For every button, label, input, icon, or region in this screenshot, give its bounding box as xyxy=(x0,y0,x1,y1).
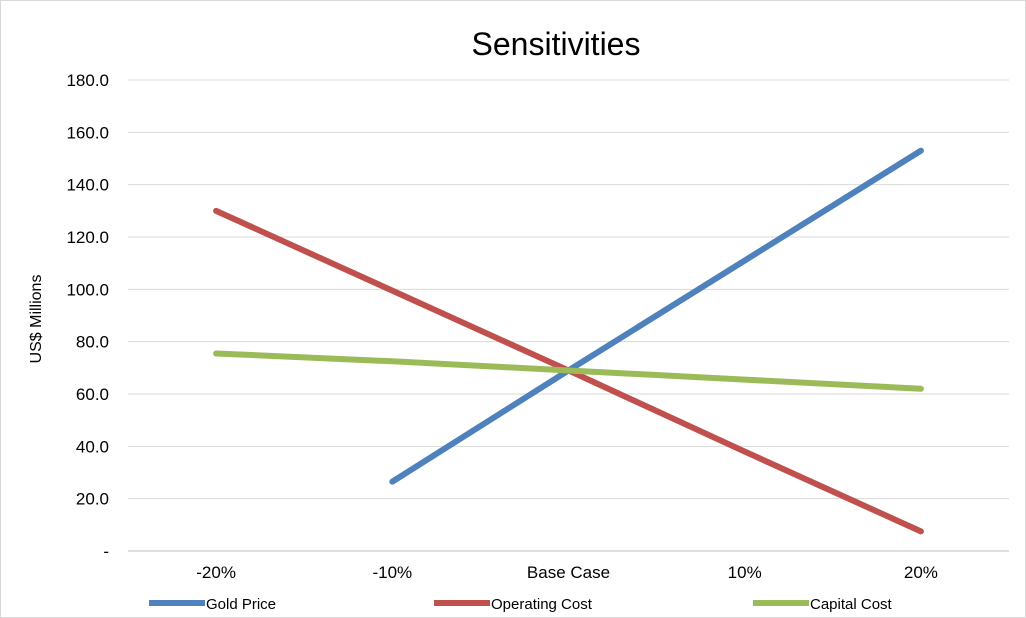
y-tick-label: 20.0 xyxy=(76,490,109,509)
y-tick-label: - xyxy=(103,542,109,561)
y-tick-label: 140.0 xyxy=(66,176,109,195)
series-line-gold-price xyxy=(389,147,924,485)
legend-label: Gold Price xyxy=(206,596,276,613)
chart-title: Sensitivities xyxy=(472,26,641,62)
x-tick-label: -20% xyxy=(196,563,236,582)
y-tick-label: 120.0 xyxy=(66,228,109,247)
y-tick-label: 160.0 xyxy=(66,123,109,142)
y-tick-label: 60.0 xyxy=(76,385,109,404)
legend-label: Capital Cost xyxy=(810,596,893,613)
series-line-capital-cost xyxy=(213,350,924,392)
x-tick-label: -10% xyxy=(372,563,412,582)
y-tick-label: 180.0 xyxy=(66,71,109,90)
x-tick-label: 10% xyxy=(728,563,762,582)
y-tick-label: 80.0 xyxy=(76,333,109,352)
y-tick-label: 100.0 xyxy=(66,280,109,299)
y-tick-label: 40.0 xyxy=(76,437,109,456)
x-tick-label: Base Case xyxy=(527,563,610,582)
y-axis-label: US$ Millions xyxy=(28,275,45,364)
x-tick-label: 20% xyxy=(904,563,938,582)
legend-label: Operating Cost xyxy=(491,596,593,613)
